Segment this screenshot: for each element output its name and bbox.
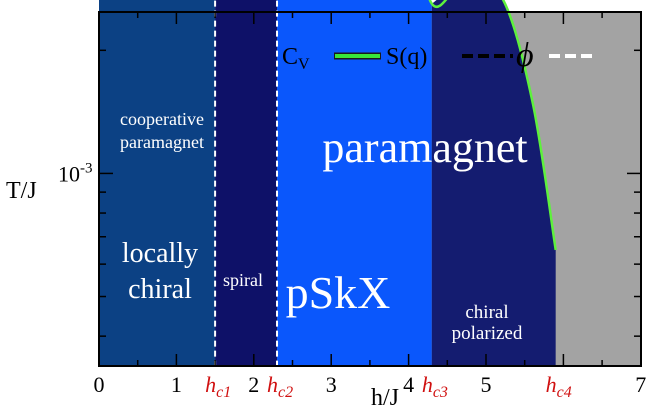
region-locally-chiral — [99, 0, 216, 366]
x-tick-label: 7 — [635, 372, 646, 397]
region-pskx — [277, 0, 432, 366]
x-tick-label: 3 — [326, 372, 337, 397]
y-tick-label: 10-3 — [58, 160, 93, 186]
x-axis-title: h/J — [371, 385, 399, 411]
legend: CV S(q) ϕ — [282, 37, 596, 74]
region-spiral — [215, 0, 278, 366]
region-chiral-polarized — [431, 0, 556, 366]
region-label-chiral-polarized: polarized — [452, 323, 523, 344]
region-label-pskx: pSkX — [286, 267, 391, 318]
region-label-locally-chiral: chiral — [128, 274, 192, 305]
region-label-cooperative: paramagnet — [120, 132, 204, 152]
critical-field-label: hc3 — [422, 372, 448, 401]
y-axis-title: T/J — [6, 178, 37, 204]
x-tick-label: 2 — [248, 372, 259, 397]
legend-label-phi: ϕ — [516, 37, 534, 74]
phase-boundaries — [214, 0, 557, 366]
x-tick-label: 4 — [403, 372, 414, 397]
legend-label-cv: CV — [282, 44, 310, 73]
x-tick-label: 0 — [94, 372, 105, 397]
region-label-spiral: spiral — [223, 270, 263, 290]
phase-regions — [99, 0, 641, 366]
critical-field-label: hc1 — [205, 372, 231, 401]
region-label-locally-chiral: locally — [122, 238, 198, 269]
region-label-paramagnet: paramagnet — [322, 123, 527, 172]
legend-label-sq: S(q) — [386, 44, 427, 70]
critical-field-label: hc4 — [546, 372, 572, 401]
critical-field-label: hc2 — [267, 372, 293, 401]
cv-boundary-line — [428, 0, 557, 251]
region-label-chiral-polarized: chiral — [465, 302, 508, 323]
region-label-cooperative: cooperative — [120, 109, 204, 129]
region-labels: paramagnet cooperative paramagnet locally ch… — [120, 109, 528, 344]
x-tick-label: 1 — [171, 372, 182, 397]
x-tick-label: 5 — [481, 372, 492, 397]
